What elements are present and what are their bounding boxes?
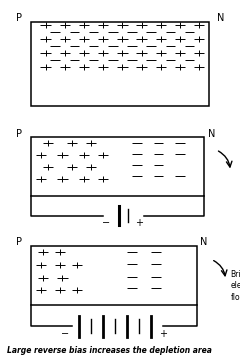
Text: N: N (217, 13, 224, 23)
Text: −: − (102, 218, 110, 228)
Text: P: P (16, 129, 22, 139)
Text: N: N (208, 129, 215, 139)
Text: +: + (159, 329, 167, 339)
Text: −: − (61, 329, 69, 339)
Text: Large reverse bias increases the depletion area: Large reverse bias increases the depleti… (7, 346, 212, 355)
Text: N: N (200, 237, 208, 247)
Bar (31, 137, 204, 196)
Text: +: + (135, 218, 143, 228)
Text: Brief
electron
flow: Brief electron flow (230, 270, 240, 302)
Bar (31, 22, 209, 106)
Text: P: P (16, 237, 22, 247)
Text: P: P (16, 13, 22, 23)
Bar (31, 246, 197, 305)
